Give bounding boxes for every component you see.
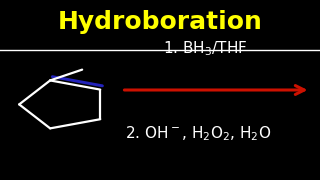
Text: Hydroboration: Hydroboration xyxy=(58,10,262,34)
Text: 1. BH$_3$/THF: 1. BH$_3$/THF xyxy=(163,39,247,58)
Text: 2. OH$^-$, H$_2$O$_2$, H$_2$O: 2. OH$^-$, H$_2$O$_2$, H$_2$O xyxy=(125,124,271,143)
